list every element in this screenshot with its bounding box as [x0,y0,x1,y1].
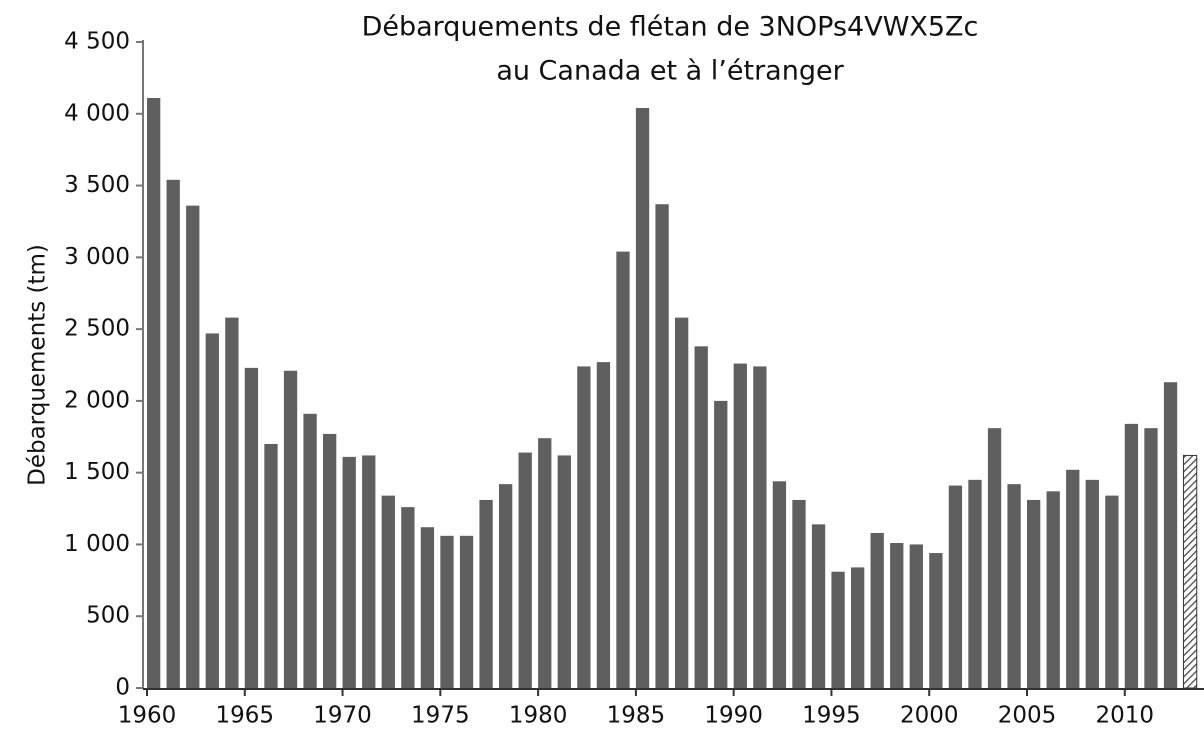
bar [205,333,219,688]
y-axis-label: Débarquements (tm) [25,244,51,486]
bar [1105,495,1119,688]
chart-title: au Canada et à l’étranger [496,56,844,87]
bar [811,524,826,688]
y-tick-label: 3 000 [64,244,130,270]
x-tick-label: 1995 [802,703,861,729]
bar [440,535,454,688]
bar [596,362,611,688]
bar [147,97,161,688]
bar [929,553,943,688]
bar [459,535,474,688]
bar [499,484,513,688]
bar [538,438,552,688]
bar [577,366,591,688]
bar [557,455,571,688]
bar [792,499,806,688]
bar [244,367,259,688]
bar [1163,382,1178,688]
bar [694,346,708,688]
bar [635,108,650,689]
bar [1007,484,1021,688]
x-tick-label: 1985 [607,703,666,729]
bar [948,485,963,688]
bar [714,400,728,688]
bar [323,433,337,688]
bar [1182,454,1198,689]
bar [401,507,415,688]
bar [772,481,787,688]
chart-title: Débarquements de flétan de 3NOPs4VWX5Zc [362,12,979,43]
bar [479,499,493,688]
bar [968,479,982,688]
x-tick-label: 2010 [1096,703,1155,729]
y-tick-label: 1 500 [64,459,130,485]
bar [753,366,767,688]
x-tick-label: 1965 [216,703,275,729]
bar [851,567,865,688]
bar [362,455,376,688]
bar [909,544,923,688]
bar [1027,499,1041,688]
bar [1124,423,1139,688]
bar [166,179,180,688]
y-tick-label: 4 500 [64,29,130,55]
x-tick-label: 1975 [411,703,470,729]
x-tick-label: 2005 [998,703,1057,729]
bar [186,205,200,689]
y-tick-label: 4 000 [64,100,130,126]
bar [1066,469,1080,688]
bar [890,543,904,688]
bar [303,413,317,688]
bar [987,428,1002,688]
x-tick-label: 1970 [313,703,372,729]
bar [342,456,356,688]
bar [283,370,298,688]
x-tick-label: 1980 [509,703,568,729]
bar [616,251,630,688]
bar [518,452,532,688]
bar [675,317,689,688]
y-tick-label: 500 [86,603,130,629]
bar [1085,479,1099,688]
bar [264,443,278,688]
bar [870,532,884,688]
bar [225,317,239,688]
bar [655,204,669,688]
x-tick-label: 1990 [704,703,763,729]
y-tick-label: 0 [115,675,130,701]
bar [420,527,435,688]
bar [1046,491,1060,688]
bar [1144,428,1158,688]
x-tick-label: 2000 [900,703,959,729]
bar [831,571,845,688]
bar [381,495,395,688]
y-tick-label: 2 500 [64,316,130,342]
x-tick-label: 1960 [118,703,177,729]
y-tick-label: 3 500 [64,172,130,198]
y-tick-label: 1 000 [64,531,130,557]
y-tick-label: 2 000 [64,387,130,413]
bar [733,363,747,688]
